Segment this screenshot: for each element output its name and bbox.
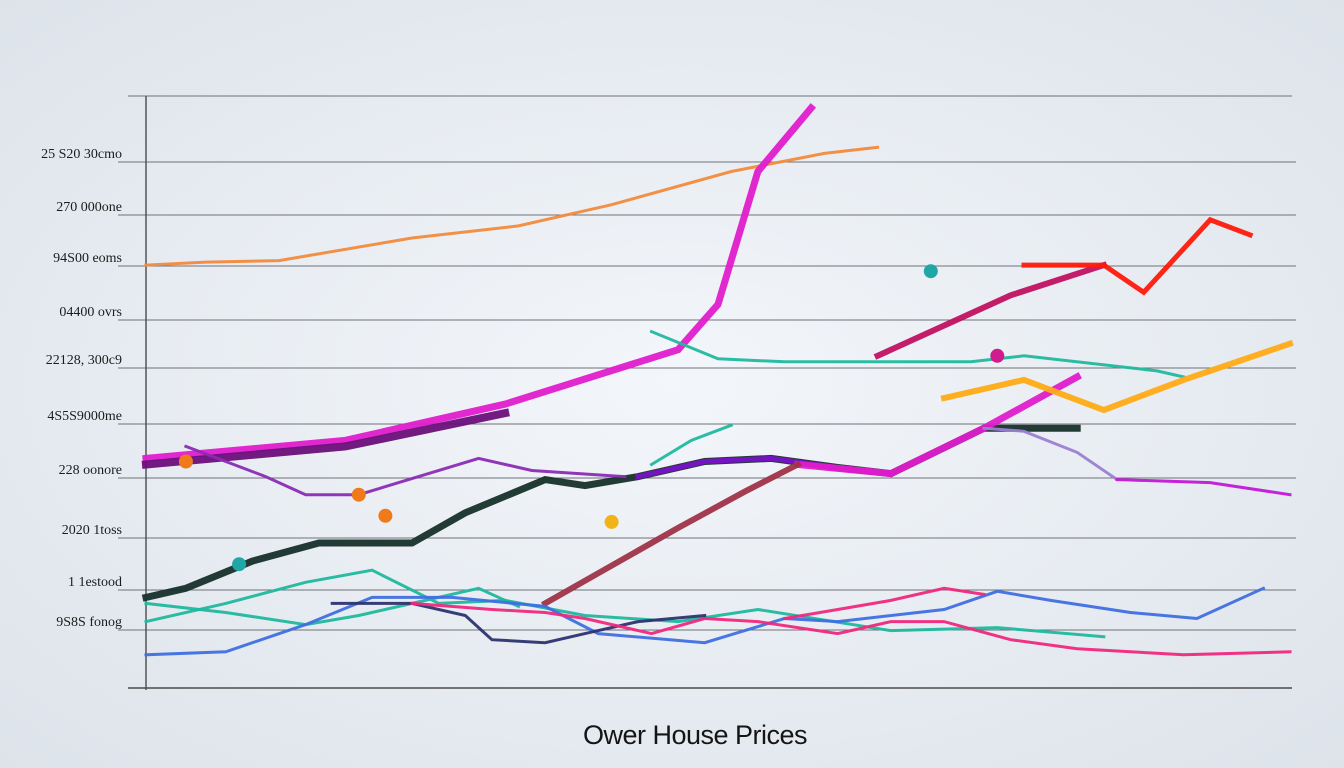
data-point-marker <box>923 264 938 279</box>
series-line-13 <box>982 426 1120 482</box>
data-point-marker <box>232 557 247 572</box>
y-tick-label: 2020 1toss <box>62 523 122 538</box>
y-tick-label: 04400 ovrs <box>59 305 122 320</box>
data-point-marker <box>378 508 393 523</box>
chart-title: Ower House Prices <box>582 720 808 750</box>
data-point-marker <box>604 514 619 529</box>
series-lines <box>141 103 1294 657</box>
series-line-14 <box>1115 478 1292 497</box>
series-line-16 <box>144 586 521 627</box>
series-line-21 <box>782 586 986 621</box>
y-tick-label: 9S8S fonog <box>56 615 122 630</box>
y-tick-label: 94S00 eoms <box>53 251 122 266</box>
y-tick-label: 270 000one <box>56 200 122 215</box>
data-point-marker <box>351 487 366 502</box>
series-line-8 <box>793 372 1082 478</box>
y-tick-label: 4S5S9000me <box>47 409 122 424</box>
y-tick-label: 25 S20 30cmo <box>41 147 122 162</box>
y-tick-label: 1 1estood <box>68 575 122 590</box>
data-point-marker <box>178 454 193 469</box>
series-line-11 <box>873 261 1108 360</box>
axes <box>128 96 1292 690</box>
series-line-3 <box>141 408 510 469</box>
series-line-15 <box>183 444 627 497</box>
series-line-2 <box>142 103 817 463</box>
data-point-marker <box>990 348 1005 363</box>
series-line-20 <box>410 601 1292 657</box>
series-line-18 <box>144 586 1266 657</box>
series-line-9 <box>940 339 1294 414</box>
scatter-markers <box>178 264 1005 572</box>
series-line-4 <box>649 329 1186 379</box>
series-line-10 <box>541 460 802 608</box>
series-line-12 <box>1021 216 1254 296</box>
series-line-1 <box>144 145 880 267</box>
y-tick-label: 228 oonore <box>59 463 122 478</box>
series-line-5 <box>649 423 734 467</box>
y-tick-labels: 25 S20 30cmo 270 000one 94S00 eoms 04400 ov… <box>41 147 122 630</box>
y-tick-label: 22128, 300c9 <box>46 353 122 368</box>
